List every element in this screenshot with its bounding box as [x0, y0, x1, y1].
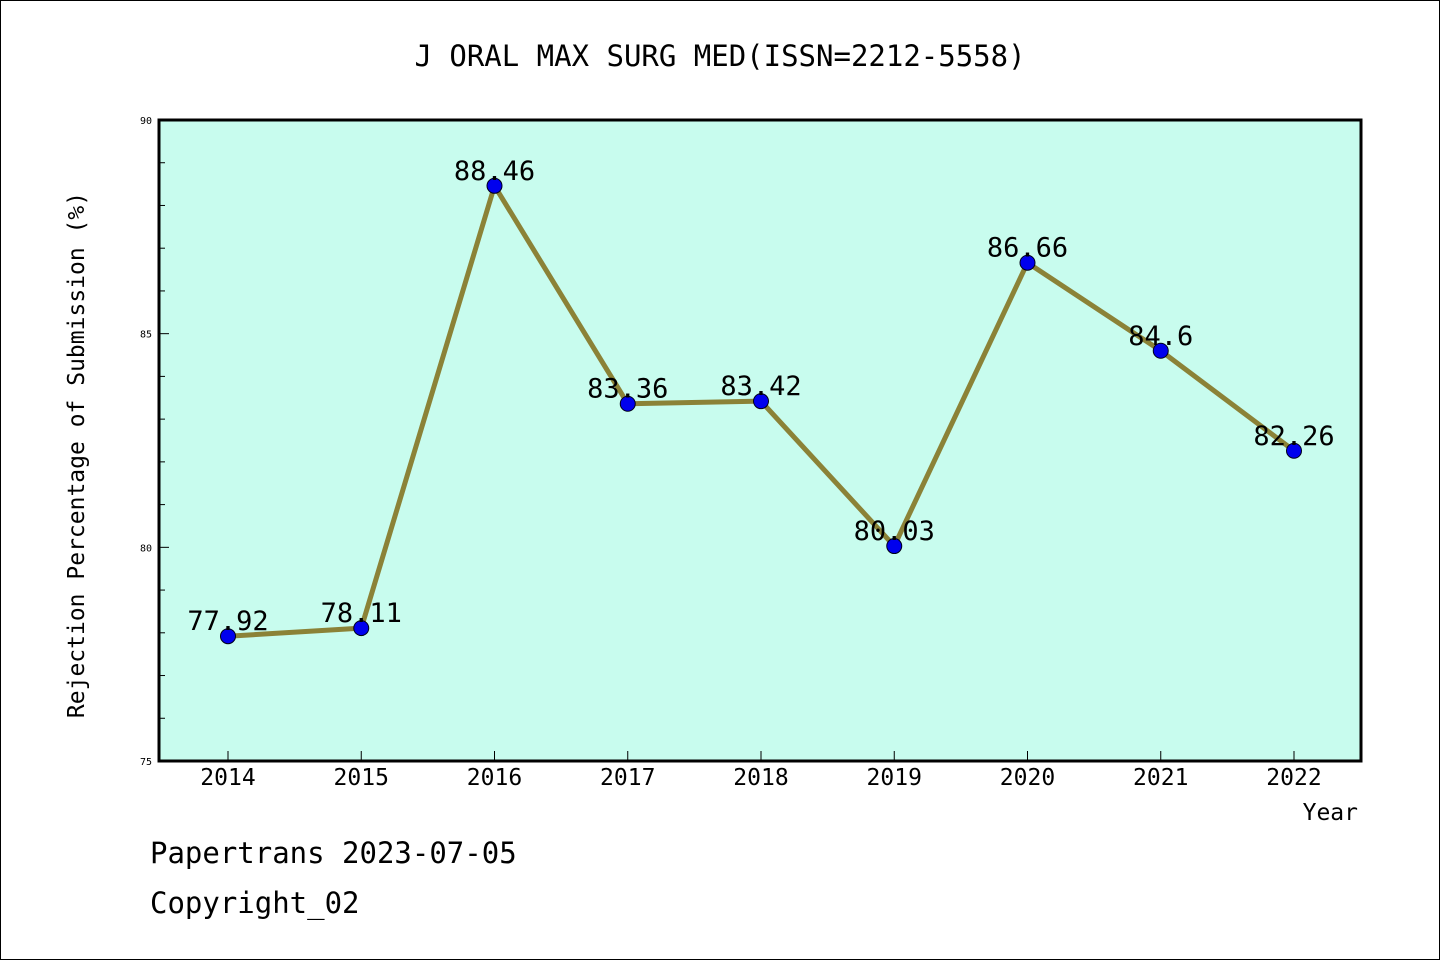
x-tick-label: 2014 — [200, 765, 255, 791]
footer-copyright-text: Copyright_02 — [150, 886, 360, 920]
y-axis-label: Rejection Percentage of Submission (%) — [64, 192, 90, 718]
x-tick-label: 2018 — [733, 765, 788, 791]
data-point-marker — [886, 538, 903, 555]
footer-date-text: Papertrans 2023-07-05 — [150, 836, 517, 870]
data-label: 80.03 — [854, 516, 935, 547]
data-label: 84.6 — [1128, 321, 1193, 352]
data-point-marker — [1152, 342, 1169, 359]
y-axis: 75 80 85 90 — [140, 116, 169, 768]
y-tick-label: 85 — [140, 330, 152, 341]
data-label: 78.11 — [321, 598, 402, 629]
data-label: 83.42 — [720, 371, 801, 402]
chart-title: J ORAL MAX SURG MED(ISSN=2212-5558) — [414, 39, 1025, 73]
data-point-marker — [753, 393, 769, 410]
data-point-marker — [353, 620, 370, 637]
data-label: 86.66 — [987, 233, 1068, 264]
y-tick-label: 90 — [140, 116, 152, 127]
data-label: 88.46 — [454, 156, 535, 187]
x-tick-label: 2020 — [1000, 765, 1055, 791]
y-tick-label: 75 — [140, 757, 152, 768]
x-tick-label: 2021 — [1133, 765, 1188, 791]
data-label: 77.92 — [187, 606, 268, 637]
x-tick-label: 2015 — [334, 765, 389, 791]
data-point-marker — [486, 177, 503, 194]
data-points — [220, 177, 1302, 645]
x-tick-label: 2016 — [467, 765, 522, 791]
y-tick-label: 80 — [140, 543, 152, 554]
x-axis: 2014 2015 2016 2017 2018 2019 2020 2021 2022 — [200, 751, 1322, 791]
data-point-marker — [1019, 254, 1036, 271]
data-point-marker — [619, 395, 636, 412]
x-tick-label: 2019 — [867, 765, 922, 791]
data-label: 82.26 — [1253, 421, 1334, 452]
data-label: 83.36 — [587, 374, 668, 405]
plot-area — [157, 118, 1363, 763]
x-tick-label: 2017 — [600, 765, 655, 791]
data-point-marker — [1286, 442, 1302, 459]
data-labels: 77.92 78.11 88.46 83.36 83.42 80.03 86.66 84.6 8… — [187, 156, 1334, 637]
data-point-marker — [220, 628, 236, 645]
x-tick-label: 2022 — [1266, 765, 1321, 791]
x-axis-label: Year — [1303, 800, 1358, 826]
